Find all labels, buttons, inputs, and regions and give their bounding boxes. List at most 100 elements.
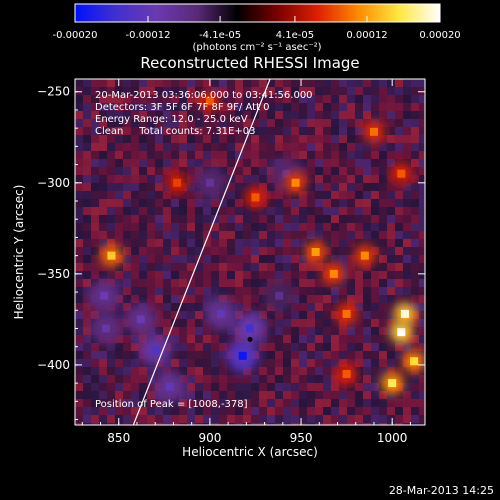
heatmap-cell <box>379 143 387 151</box>
heatmap-cell <box>251 383 259 391</box>
heatmap-cell <box>403 127 411 135</box>
heatmap-cell <box>115 383 123 391</box>
heatmap-cell <box>83 407 91 415</box>
heatmap-cell <box>267 239 275 247</box>
heatmap-cell <box>227 79 235 87</box>
heatmap-cell <box>331 231 339 239</box>
heatmap-cell <box>187 391 195 399</box>
heatmap-cell <box>163 255 171 263</box>
heatmap-cell <box>355 127 363 135</box>
heatmap-cell <box>307 183 315 191</box>
heatmap-cell <box>195 151 203 159</box>
heatmap-cell <box>363 343 371 351</box>
heatmap-cell <box>419 415 425 423</box>
heatmap-cell <box>419 319 425 327</box>
heatmap-cell <box>371 391 379 399</box>
heatmap-cell <box>107 375 115 383</box>
heatmap-cell <box>299 279 307 287</box>
heatmap-cell <box>259 303 267 311</box>
heatmap-cell <box>259 79 267 87</box>
heatmap-cell <box>387 79 395 87</box>
heatmap-cell <box>235 79 243 87</box>
heatmap-cell <box>75 175 83 183</box>
heatmap-cell <box>331 367 339 375</box>
heatmap-cell <box>147 415 155 423</box>
heatmap-cell <box>395 287 403 295</box>
heatmap-cell <box>131 159 139 167</box>
heatmap-cell <box>315 359 323 367</box>
heatmap-cell <box>347 79 355 87</box>
heatmap-cell <box>155 127 163 135</box>
heatmap-cell <box>243 391 251 399</box>
heatmap-cell <box>75 407 83 415</box>
heatmap-cell <box>363 319 371 327</box>
y-tick-label: −400 <box>37 358 70 372</box>
heatmap-cell <box>179 303 187 311</box>
heatmap-cell <box>187 351 195 359</box>
heatmap-cell <box>419 239 425 247</box>
heatmap-cell <box>211 383 219 391</box>
heatmap-cell <box>227 255 235 263</box>
heatmap-cell <box>363 351 371 359</box>
heatmap-cell <box>99 119 107 127</box>
heatmap-cell <box>187 279 195 287</box>
heatmap-cell <box>123 327 131 335</box>
heatmap-cell <box>387 351 395 359</box>
heatmap-cell <box>395 207 403 215</box>
heatmap-cell <box>139 279 147 287</box>
heatmap-cell <box>243 79 251 87</box>
heatmap-cell <box>179 311 187 319</box>
heatmap-cell <box>403 383 411 391</box>
heatmap-cell <box>355 167 363 175</box>
heatmap-cell <box>195 231 203 239</box>
heatmap-cell <box>291 367 299 375</box>
heatmap-cell <box>99 271 107 279</box>
heatmap-cell <box>411 95 419 103</box>
heatmap-cell <box>91 207 99 215</box>
heatmap-cell <box>299 231 307 239</box>
heatmap-cell <box>355 383 363 391</box>
heatmap-cell <box>163 207 171 215</box>
heatmap-cell <box>331 327 339 335</box>
heatmap-cell <box>403 151 411 159</box>
heatmap-cell <box>155 215 163 223</box>
heatmap-cell <box>83 343 91 351</box>
heatmap-cell <box>291 359 299 367</box>
heatmap-cell <box>403 103 411 111</box>
heatmap-cell <box>211 239 219 247</box>
heatmap-cell <box>187 159 195 167</box>
heatmap-cell <box>259 247 267 255</box>
heatmap-cell <box>115 199 123 207</box>
heatmap-cell <box>171 239 179 247</box>
colorbar-ticks: -0.00020 -0.00012 -4.1e-05 4.1e-05 0.00012 0.… <box>53 16 461 41</box>
heatmap-cell <box>315 319 323 327</box>
heatmap-cell <box>419 191 425 199</box>
heatmap-cell <box>395 183 403 191</box>
heatmap-cell <box>139 151 147 159</box>
x-axis: 850 900 950 1000 <box>81 79 411 445</box>
heatmap-cell <box>171 311 179 319</box>
heatmap-cell <box>307 327 315 335</box>
heatmap-cell <box>267 407 275 415</box>
heatmap-cell <box>155 191 163 199</box>
heatmap-cell <box>403 287 411 295</box>
heatmap-cell <box>363 263 371 271</box>
heatmap-cell <box>163 295 171 303</box>
heatmap-cell <box>347 183 355 191</box>
heatmap-cell <box>411 191 419 199</box>
heatmap-cell <box>291 79 299 87</box>
heatmap-cell <box>363 119 371 127</box>
heatmap-cell <box>83 375 91 383</box>
heatmap-cell <box>163 423 171 425</box>
heatmap-cell <box>91 119 99 127</box>
heatmap-cell <box>315 399 323 407</box>
heatmap-cell <box>131 239 139 247</box>
heatmap-cell <box>235 391 243 399</box>
heatmap-cell <box>307 287 315 295</box>
heatmap-cell <box>371 327 379 335</box>
heatmap-cell <box>387 271 395 279</box>
heatmap-cell <box>363 327 371 335</box>
heatmap-cell <box>99 95 107 103</box>
heatmap-cell <box>387 399 395 407</box>
heatmap-cell <box>339 295 347 303</box>
